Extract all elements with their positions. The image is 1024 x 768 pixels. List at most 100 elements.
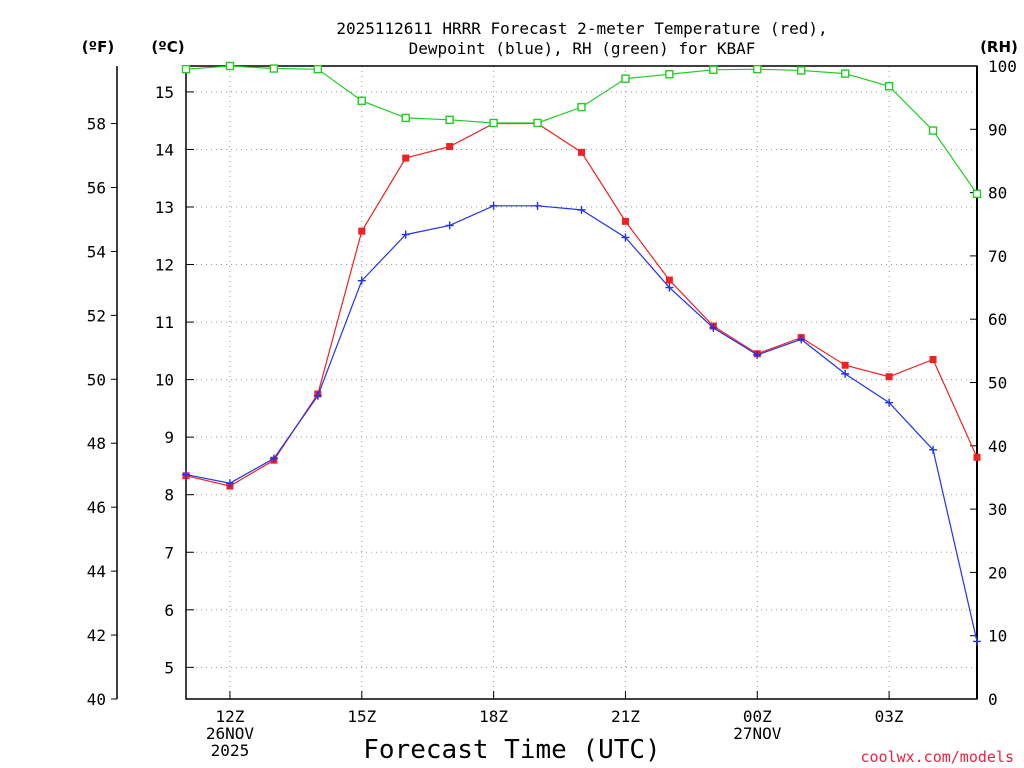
rh-point bbox=[181, 64, 191, 74]
rh-line bbox=[185, 65, 978, 195]
dewpoint-line bbox=[185, 205, 978, 642]
temperature-point bbox=[446, 143, 454, 151]
dewpoint-point bbox=[621, 233, 630, 242]
rh-tick-label: 60 bbox=[988, 310, 1007, 329]
dewpoint-point bbox=[445, 221, 454, 230]
celsius-tick-label: 10 bbox=[155, 371, 174, 390]
rh-unit-label: (RH) bbox=[980, 38, 1018, 56]
rh-tick-label: 90 bbox=[988, 120, 1007, 139]
celsius-tick-label: 11 bbox=[155, 313, 174, 332]
rh-point bbox=[225, 61, 235, 71]
dewpoint-point bbox=[577, 205, 586, 214]
rh-tick-label: 70 bbox=[988, 247, 1007, 266]
axes: 5678910111213141540424446485052545658010… bbox=[87, 57, 1017, 760]
temperature-point bbox=[578, 148, 585, 156]
x-tick-label: 26NOV bbox=[206, 724, 255, 743]
celsius-tick-label: 5 bbox=[164, 658, 174, 677]
dewpoint-point bbox=[973, 637, 981, 646]
dewpoint-point bbox=[401, 230, 410, 239]
temperature-line bbox=[185, 122, 978, 487]
x-tick-label: 21Z bbox=[611, 707, 640, 726]
fahrenheit-tick-label: 50 bbox=[87, 370, 106, 389]
temperature-point bbox=[929, 355, 937, 363]
rh-tick-label: 10 bbox=[988, 627, 1007, 646]
celsius-tick-label: 13 bbox=[155, 198, 174, 217]
x-tick-label: 15Z bbox=[347, 707, 376, 726]
temperature-point bbox=[402, 154, 410, 162]
rh-point bbox=[313, 64, 323, 74]
celsius-tick-label: 7 bbox=[164, 543, 174, 562]
rh-point bbox=[445, 115, 454, 125]
rh-point bbox=[401, 113, 410, 123]
fahrenheit-tick-label: 54 bbox=[87, 242, 106, 261]
celsius-tick-label: 12 bbox=[155, 256, 174, 275]
dewpoint-point bbox=[709, 323, 718, 332]
dewpoint-point bbox=[929, 445, 938, 454]
chart-title: 2025112611 HRRR Forecast 2-meter Tempera… bbox=[336, 19, 827, 38]
dewpoint-point bbox=[225, 479, 234, 488]
rh-tick-label: 100 bbox=[988, 57, 1017, 76]
rh-point bbox=[269, 64, 279, 73]
rh-tick-label: 0 bbox=[988, 690, 998, 709]
rh-point bbox=[577, 102, 586, 112]
celsius-unit-label: (ºC) bbox=[151, 38, 184, 56]
celsius-tick-label: 15 bbox=[155, 83, 174, 102]
rh-point bbox=[797, 66, 806, 75]
x-axis-label: Forecast Time (UTC) bbox=[363, 735, 660, 765]
fahrenheit-unit-label: (ºF) bbox=[82, 38, 114, 56]
x-tick-label: 12Z bbox=[215, 707, 244, 726]
rh-point bbox=[884, 82, 894, 91]
fahrenheit-tick-label: 58 bbox=[87, 115, 106, 134]
rh-tick-label: 50 bbox=[988, 374, 1007, 393]
celsius-tick-label: 14 bbox=[155, 140, 174, 159]
temperature-point bbox=[358, 227, 366, 235]
dewpoint-point bbox=[841, 369, 850, 378]
celsius-tick-label: 9 bbox=[164, 428, 174, 447]
series-layer bbox=[181, 61, 982, 646]
fahrenheit-tick-label: 44 bbox=[87, 562, 106, 581]
dewpoint-point bbox=[797, 335, 806, 344]
dewpoint-point bbox=[269, 454, 278, 463]
fahrenheit-tick-label: 46 bbox=[87, 498, 106, 517]
rh-point bbox=[665, 70, 674, 79]
dewpoint-point bbox=[182, 470, 190, 479]
temperature-point bbox=[621, 217, 629, 225]
dewpoint-point bbox=[885, 398, 894, 407]
rh-point bbox=[357, 96, 366, 106]
fahrenheit-tick-label: 52 bbox=[87, 306, 106, 325]
x-tick-label: 03Z bbox=[875, 707, 904, 726]
temperature-point bbox=[973, 453, 981, 461]
rh-point bbox=[753, 64, 762, 74]
temperature-point bbox=[665, 276, 673, 284]
rh-point bbox=[972, 189, 982, 199]
rh-point bbox=[533, 118, 542, 128]
rh-point bbox=[928, 126, 938, 135]
rh-tick-label: 40 bbox=[988, 437, 1007, 456]
celsius-tick-label: 6 bbox=[164, 601, 174, 620]
dewpoint-point bbox=[533, 201, 542, 210]
celsius-tick-label: 8 bbox=[164, 486, 174, 505]
rh-point bbox=[709, 65, 718, 74]
dewpoint-point bbox=[489, 201, 498, 210]
fahrenheit-tick-label: 56 bbox=[87, 178, 106, 197]
dewpoint-point bbox=[357, 276, 366, 285]
temperature-point bbox=[841, 361, 849, 369]
watermark: coolwx.com/models bbox=[860, 748, 1014, 766]
fahrenheit-tick-label: 48 bbox=[87, 434, 106, 453]
rh-tick-label: 20 bbox=[988, 563, 1007, 582]
temperature-point bbox=[885, 373, 893, 381]
dewpoint-point bbox=[665, 283, 674, 292]
chart-subtitle: Dewpoint (blue), RH (green) for KBAF bbox=[409, 39, 756, 58]
x-tick-label: 18Z bbox=[479, 707, 508, 726]
dewpoint-point bbox=[753, 350, 762, 359]
dewpoint-point bbox=[313, 391, 322, 400]
fahrenheit-tick-label: 40 bbox=[87, 690, 106, 709]
x-tick-label: 27NOV bbox=[733, 724, 782, 743]
rh-tick-label: 30 bbox=[988, 500, 1007, 519]
rh-point bbox=[621, 74, 630, 83]
rh-point bbox=[840, 69, 850, 78]
fahrenheit-tick-label: 42 bbox=[87, 626, 106, 645]
rh-point bbox=[489, 118, 498, 128]
x-tick-label: 2025 bbox=[211, 741, 250, 760]
